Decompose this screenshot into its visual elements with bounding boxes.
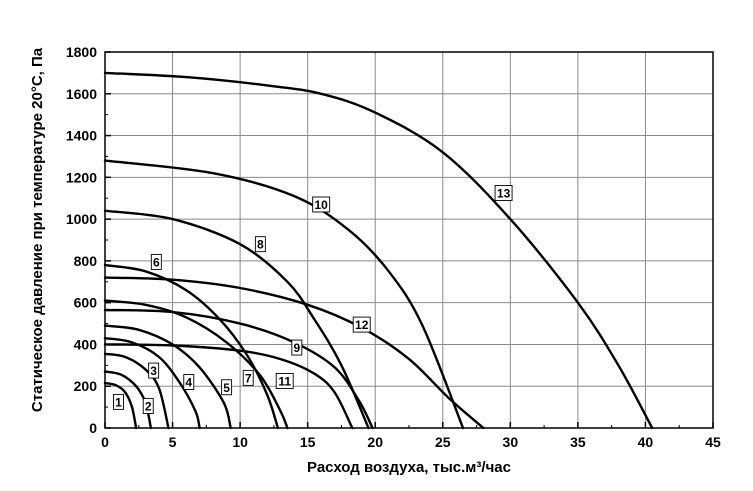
curve-label-4: 4 xyxy=(183,374,195,390)
y-tick-label: 600 xyxy=(74,295,98,311)
y-axis-title: Статическое давление при температуре 20°… xyxy=(29,47,46,412)
curve-label-2: 2 xyxy=(142,398,154,415)
curve-label-text: 12 xyxy=(355,318,369,332)
y-tick-label: 1000 xyxy=(66,211,97,227)
curve-label-text: 8 xyxy=(257,238,264,252)
y-tick-label: 200 xyxy=(74,378,98,394)
curve-label-1: 1 xyxy=(113,393,124,410)
curve-label-box xyxy=(221,379,233,396)
curve-label-box xyxy=(494,185,513,201)
curve-label-box xyxy=(254,236,266,253)
curve-label-text: 4 xyxy=(185,376,192,390)
y-tick-label: 1800 xyxy=(66,44,97,60)
curve-label-box xyxy=(275,373,294,389)
curve-label-text: 2 xyxy=(145,400,152,414)
curve-label-box xyxy=(148,362,160,379)
x-tick-label: 20 xyxy=(367,434,383,450)
curve-label-13: 13 xyxy=(494,185,513,201)
x-axis-title: Расход воздуха, тыс.м³/час xyxy=(307,459,511,476)
curve-label-box xyxy=(113,393,124,410)
curve-label-text: 5 xyxy=(223,381,230,395)
x-tick-label: 0 xyxy=(101,434,109,450)
x-tick-label: 40 xyxy=(638,434,654,450)
curve-3 xyxy=(103,352,170,430)
curve-label-box xyxy=(150,253,162,270)
curve-label-box xyxy=(291,339,303,356)
curve-9 xyxy=(103,343,354,430)
curve-label-text: 7 xyxy=(245,371,252,385)
curve-label-11: 11 xyxy=(275,373,294,389)
curve-5 xyxy=(103,324,232,430)
curve-label-6: 6 xyxy=(150,253,162,270)
axis-ticks: 0 5 10 15 20 25 30 35 40 450200400600800100012001… xyxy=(66,44,721,450)
curve-8 xyxy=(103,209,370,430)
curve-label-text: 6 xyxy=(153,255,160,269)
grid-lines xyxy=(105,52,713,428)
curve-label-3: 3 xyxy=(148,362,160,379)
x-tick-label: 10 xyxy=(232,434,248,450)
curve-label-10: 10 xyxy=(312,196,331,213)
curve-label-9: 9 xyxy=(291,339,303,356)
curve-label-text: 11 xyxy=(278,375,291,389)
y-tick-label: 1400 xyxy=(66,128,97,144)
curve-label-box xyxy=(312,196,331,213)
curve-4 xyxy=(103,337,201,430)
curve-label-box xyxy=(352,316,371,333)
curve-1 xyxy=(103,381,138,430)
y-tick-label: 0 xyxy=(89,420,97,436)
curve-label-text: 9 xyxy=(294,341,301,355)
y-tick-label: 400 xyxy=(74,336,98,352)
curve-label-5: 5 xyxy=(221,379,233,396)
curve-7 xyxy=(103,299,289,430)
curve-label-text: 10 xyxy=(314,198,328,212)
x-tick-label: 30 xyxy=(503,434,519,450)
curve-label-12: 12 xyxy=(352,316,371,333)
y-tick-label: 1600 xyxy=(66,86,97,102)
curves xyxy=(103,71,654,430)
curve-label-box xyxy=(183,374,195,390)
y-tick-label: 1200 xyxy=(66,169,97,185)
x-tick-label: 15 xyxy=(300,434,316,450)
x-tick-label: 5 xyxy=(169,434,177,450)
y-tick-label: 800 xyxy=(74,253,98,269)
curve-10 xyxy=(103,159,465,430)
x-tick-label: 45 xyxy=(705,434,721,450)
curve-label-text: 13 xyxy=(497,187,511,201)
curve-label-7: 7 xyxy=(242,369,254,386)
curve-label-box xyxy=(242,369,254,386)
curve-label-text: 1 xyxy=(115,395,122,409)
x-tick-label: 25 xyxy=(435,434,451,450)
curve-label-box xyxy=(142,398,154,415)
x-tick-label: 35 xyxy=(570,434,586,450)
curve-12 xyxy=(103,276,485,430)
curve-label-text: 3 xyxy=(150,364,157,378)
curve-13 xyxy=(103,71,654,430)
curve-label-8: 8 xyxy=(254,236,266,253)
